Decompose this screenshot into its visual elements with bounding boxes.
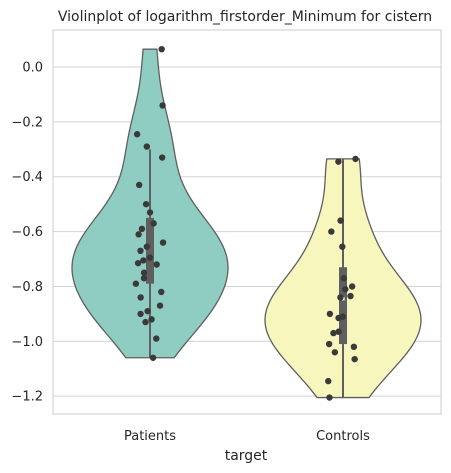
data-point	[158, 46, 165, 53]
data-point	[143, 243, 151, 250]
data-point	[326, 310, 334, 318]
data-point	[335, 158, 342, 165]
data-point	[144, 307, 151, 315]
data-point	[342, 286, 349, 293]
data-point	[132, 280, 140, 287]
data-point	[339, 243, 346, 250]
data-point	[337, 294, 344, 301]
iqr-box-patients	[146, 217, 154, 284]
y-tick-label: −0.8	[11, 280, 43, 295]
data-point	[335, 328, 342, 335]
data-point	[142, 200, 150, 208]
data-point	[330, 329, 337, 337]
data-point	[137, 310, 144, 318]
data-point	[140, 257, 147, 264]
data-point	[146, 254, 154, 261]
data-point	[149, 354, 157, 361]
data-points	[132, 46, 359, 401]
data-point	[158, 154, 166, 161]
chart-title: Violinplot of logarithm_firstorder_Minim…	[58, 9, 432, 25]
data-point	[137, 294, 144, 301]
data-point	[326, 394, 333, 401]
data-point	[337, 217, 344, 224]
data-point	[348, 283, 356, 290]
data-point	[137, 247, 144, 254]
y-tick-label: 0.0	[22, 61, 43, 76]
data-point	[153, 335, 160, 342]
data-point	[158, 288, 165, 296]
data-point	[352, 155, 359, 163]
data-point	[140, 275, 148, 282]
x-tick-labels: Patients Controls	[124, 429, 370, 444]
plot-frame	[52, 29, 442, 415]
x-tick-label: Controls	[316, 429, 370, 444]
x-tick-label: Patients	[124, 429, 176, 444]
y-tick-label: −0.6	[11, 225, 43, 240]
violins	[71, 48, 422, 399]
data-point	[133, 131, 141, 138]
y-tick-label: −0.2	[11, 115, 43, 130]
y-tick-label: −0.4	[11, 170, 43, 185]
data-point	[159, 102, 166, 109]
data-point	[159, 239, 167, 246]
data-point	[350, 343, 358, 350]
data-point	[150, 220, 157, 227]
data-point	[331, 349, 339, 356]
data-point	[146, 209, 154, 216]
data-point	[325, 377, 332, 385]
data-point	[153, 261, 160, 268]
data-point	[328, 228, 335, 235]
data-point	[148, 316, 155, 323]
data-point	[143, 143, 151, 150]
y-tick-labels: 0.0 −0.2 −0.4 −0.6 −0.8 −1.0 −1.2	[11, 61, 43, 405]
data-point	[142, 318, 149, 326]
x-axis-label: target	[225, 448, 268, 464]
data-point	[138, 225, 146, 233]
data-point	[340, 275, 348, 282]
data-point	[351, 355, 358, 363]
data-point	[135, 181, 143, 189]
data-point	[325, 340, 333, 348]
data-point	[140, 269, 148, 276]
iqr-box-controls	[339, 267, 347, 345]
data-point	[135, 231, 142, 238]
y-tick-label: −1.2	[11, 390, 43, 405]
data-point	[156, 302, 164, 309]
data-point	[134, 259, 142, 267]
data-point	[335, 314, 342, 322]
y-tick-label: −1.0	[11, 335, 43, 350]
data-point	[347, 292, 354, 300]
